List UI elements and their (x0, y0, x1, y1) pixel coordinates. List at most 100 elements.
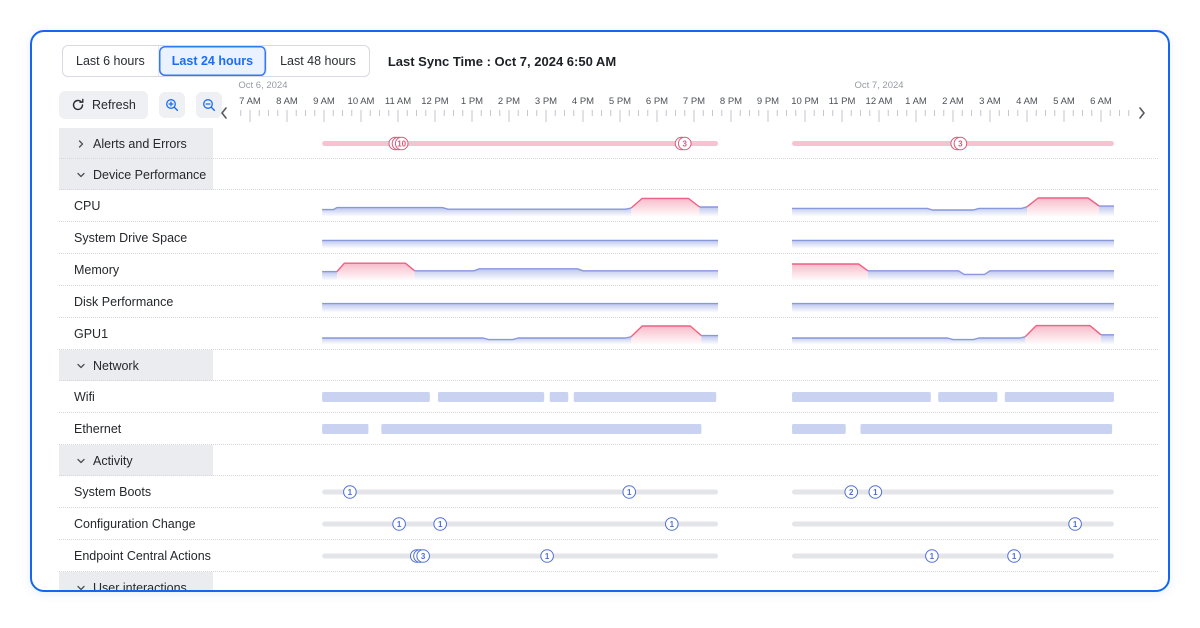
metric-label-endpoint-central-actions: Endpoint Central Actions (59, 540, 213, 572)
row-separator (59, 349, 1158, 350)
row-chart: 1 1 2 1 (322, 485, 1114, 499)
metric-label-wifi: Wifi (59, 381, 213, 413)
row-chart (322, 424, 1113, 434)
svg-text:11 PM: 11 PM (829, 96, 856, 107)
last-sync-time-label: Last Sync Time : Oct 7, 2024 6:50 AM (387, 53, 617, 69)
metric-label-system-boots: System Boots (59, 476, 213, 508)
event-badge[interactable]: 1 (1007, 549, 1021, 563)
svg-text:12 PM: 12 PM (421, 96, 449, 107)
event-badge[interactable]: 3 (674, 136, 692, 151)
row-label-text: System Boots (74, 485, 152, 499)
event-badge[interactable]: 3 (409, 549, 430, 563)
metric-row-system-drive-space: System Drive Space (32, 222, 1168, 254)
timeline-scroll-right-button[interactable] (1133, 104, 1151, 122)
svg-text:2: 2 (849, 488, 854, 497)
time-range-last-6-hours[interactable]: Last 6 hours (63, 46, 159, 76)
row-label-text: System Drive Space (74, 231, 188, 245)
svg-text:1: 1 (545, 552, 550, 561)
row-label-text: Disk Performance (74, 295, 174, 309)
svg-text:10 AM: 10 AM (348, 96, 375, 107)
svg-text:3: 3 (683, 139, 688, 148)
chevron-right-icon (78, 139, 84, 148)
row-chart: 10 3 3 (322, 136, 1114, 151)
svg-text:7 AM: 7 AM (239, 96, 261, 107)
svg-text:7 PM: 7 PM (683, 96, 705, 107)
event-badge[interactable]: 1 (540, 549, 554, 563)
svg-text:1 PM: 1 PM (461, 96, 483, 107)
metric-row-configuration-change: 1 1 1 1 Configuration Change (32, 508, 1168, 540)
event-badge[interactable]: 1 (665, 517, 679, 531)
time-range-last-48-hours[interactable]: Last 48 hours (267, 46, 369, 76)
row-separator (59, 253, 1158, 254)
row-label-text: Device Performance (93, 167, 207, 182)
zoom-in-button[interactable] (158, 92, 185, 118)
row-separator (59, 189, 1158, 190)
svg-text:9 PM: 9 PM (757, 96, 779, 107)
row-chart: 1 1 1 1 (322, 517, 1114, 531)
event-badge[interactable]: 1 (343, 485, 357, 499)
category-label-activity[interactable]: Activity (59, 445, 213, 476)
svg-text:6 PM: 6 PM (646, 96, 668, 107)
metric-label-configuration-change: Configuration Change (59, 508, 213, 540)
refresh-label: Refresh (92, 98, 136, 112)
metric-row-system-boots: 1 1 2 1 System Boots (32, 476, 1168, 508)
row-separator (59, 444, 1158, 445)
event-badge[interactable]: 3 (950, 136, 968, 151)
svg-text:10: 10 (397, 139, 406, 148)
row-label-text: Memory (74, 263, 120, 277)
row-separator (59, 507, 1158, 508)
event-badge[interactable]: 2 (844, 485, 859, 499)
chevron-left-icon (221, 107, 227, 119)
event-badge[interactable]: 1 (925, 549, 939, 563)
svg-text:4 AM: 4 AM (1016, 96, 1038, 107)
row-label-text: Endpoint Central Actions (74, 549, 211, 563)
event-badge[interactable]: 10 (388, 136, 409, 151)
row-label-text: Network (93, 358, 139, 373)
event-badge[interactable]: 1 (868, 485, 883, 499)
metric-label-ethernet: Ethernet (59, 413, 213, 445)
device-timeline-panel: Last 6 hours Last 24 hours Last 48 hours… (30, 30, 1170, 592)
metric-label-disk-performance: Disk Performance (59, 286, 213, 318)
event-badge[interactable]: 1 (622, 485, 637, 499)
svg-text:1: 1 (670, 520, 675, 529)
row-separator (59, 158, 1158, 159)
row-label-text: GPU1 (74, 327, 109, 341)
svg-text:5 PM: 5 PM (609, 96, 631, 107)
category-label-user-interactions[interactable]: User interactions (59, 572, 213, 590)
row-separator (59, 412, 1158, 413)
svg-text:1: 1 (348, 488, 353, 497)
event-badge[interactable]: 1 (433, 517, 447, 531)
svg-text:8 PM: 8 PM (720, 96, 742, 107)
chevron-right-icon (1139, 107, 1145, 119)
zoom-out-button[interactable] (195, 92, 222, 118)
row-label-text: Activity (93, 453, 133, 468)
metric-row-cpu: CPU (32, 190, 1168, 222)
zoom-out-icon (202, 99, 215, 112)
category-label-network[interactable]: Network (59, 350, 213, 381)
category-label-device-performance[interactable]: Device Performance (59, 159, 213, 190)
timeline-axis-svg: Oct 6, 2024 Oct 7, 2024 7 AM 8 AM 9 AM 10 AM 1… (238, 80, 1130, 122)
category-row-device-performance: Device Performance (32, 159, 1168, 190)
svg-text:10 PM: 10 PM (791, 96, 819, 107)
chevron-down-icon (77, 458, 85, 463)
category-label-alerts-and-errors[interactable]: Alerts and Errors (59, 128, 213, 159)
row-separator (59, 317, 1158, 318)
timeline-scroll-left-button[interactable] (215, 104, 233, 122)
svg-text:5 AM: 5 AM (1053, 96, 1075, 107)
refresh-button[interactable]: Refresh (59, 91, 148, 119)
svg-text:3: 3 (421, 552, 426, 561)
metric-row-wifi: Wifi (32, 381, 1168, 413)
row-label-text: Wifi (74, 390, 95, 404)
controls-bar: Last 6 hours Last 24 hours Last 48 hours… (62, 45, 616, 77)
svg-text:4 PM: 4 PM (572, 96, 594, 107)
event-badge[interactable]: 1 (392, 517, 406, 531)
svg-text:1: 1 (1073, 520, 1078, 529)
time-range-last-24-hours[interactable]: Last 24 hours (158, 46, 268, 76)
row-chart (322, 302, 1114, 312)
row-separator (59, 380, 1158, 381)
metric-label-gpu1: GPU1 (59, 318, 213, 350)
metric-row-gpu1: GPU1 (32, 318, 1168, 350)
event-badge[interactable]: 1 (1068, 517, 1082, 531)
row-separator (59, 221, 1158, 222)
